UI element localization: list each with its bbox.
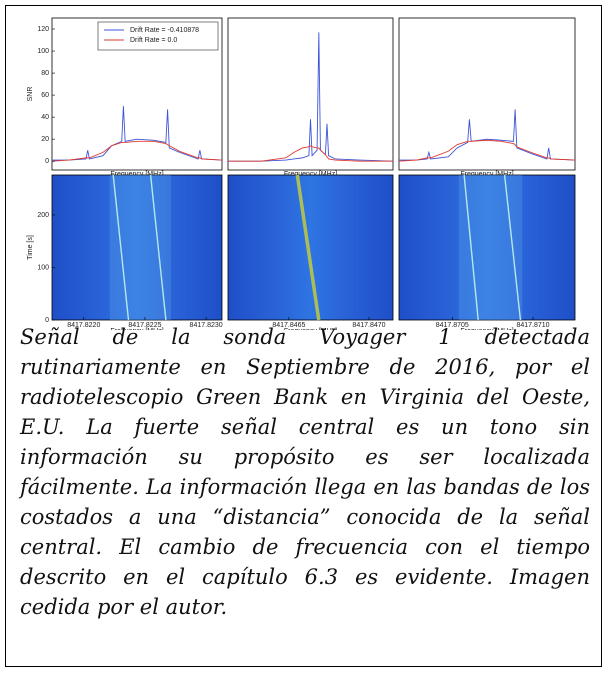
x-tick-label: 8417.8465 [272,322,305,329]
spectrum-line [398,139,576,162]
y-tick-label: 40 [41,114,49,121]
spectrum-line [52,106,223,161]
drift-track [149,174,167,321]
waterfall [398,174,576,321]
x-axis-label: Frequency [MHz] [460,328,513,330]
drift-track [112,174,130,321]
y-tick-label: 100 [37,264,49,271]
x-tick-label: 8417.8225 [128,322,161,329]
legend-box [97,21,219,51]
waterfall-band [109,175,171,320]
waterfall [51,174,223,321]
y-axis-label: Time [s] [27,235,34,260]
y-tick-label: 20 [41,136,49,143]
waterfall-band [458,175,523,320]
y-tick-label: 0 [45,317,49,324]
x-axis-label: Frequency [MHz] [110,328,163,330]
legend-label: Drift Rate = 0.0 [130,37,177,44]
x-tick-label: 8417.8710 [516,322,549,329]
figure: Drift Rate = -0.410878 Drift Rate = 0.0 0 2… [27,17,576,330]
drift-track [295,174,321,321]
spectrum-line [399,109,576,161]
x-tick-label: 8417.8220 [67,322,100,329]
spectrum-line [228,145,393,162]
drift-track [463,174,479,321]
spectrum-line [228,32,394,162]
x-tick-label: 8417.8230 [190,322,223,329]
x-tick-label: 8417.8705 [436,322,469,329]
plot-area [227,17,394,171]
plot-area [398,17,576,171]
x-axis-label: Frequency [MHz] [284,328,337,330]
y-axis-label: SNR [27,87,34,102]
x-axis-label: Frequency [MHz] [460,171,513,178]
x-axis-label: Frequency [MHz] [284,171,337,178]
x-tick-label: 8417.8470 [352,322,385,329]
spectrum-line [51,140,223,162]
y-tick-label: 0 [45,158,49,165]
drift-track [503,174,522,321]
waterfall [227,174,394,321]
y-tick-label: 80 [41,70,49,77]
legend-label: Drift Rate = -0.410878 [130,27,199,34]
figure-frame [5,5,602,667]
caption: Señal de la sonda Voyager 1 detectada ru… [20,325,590,619]
y-tick-label: 120 [37,26,49,33]
y-tick-label: 60 [41,92,49,99]
x-axis-label: Frequency [MHz] [110,171,163,178]
y-tick-label: 200 [37,212,49,219]
y-tick-label: 100 [37,48,49,55]
